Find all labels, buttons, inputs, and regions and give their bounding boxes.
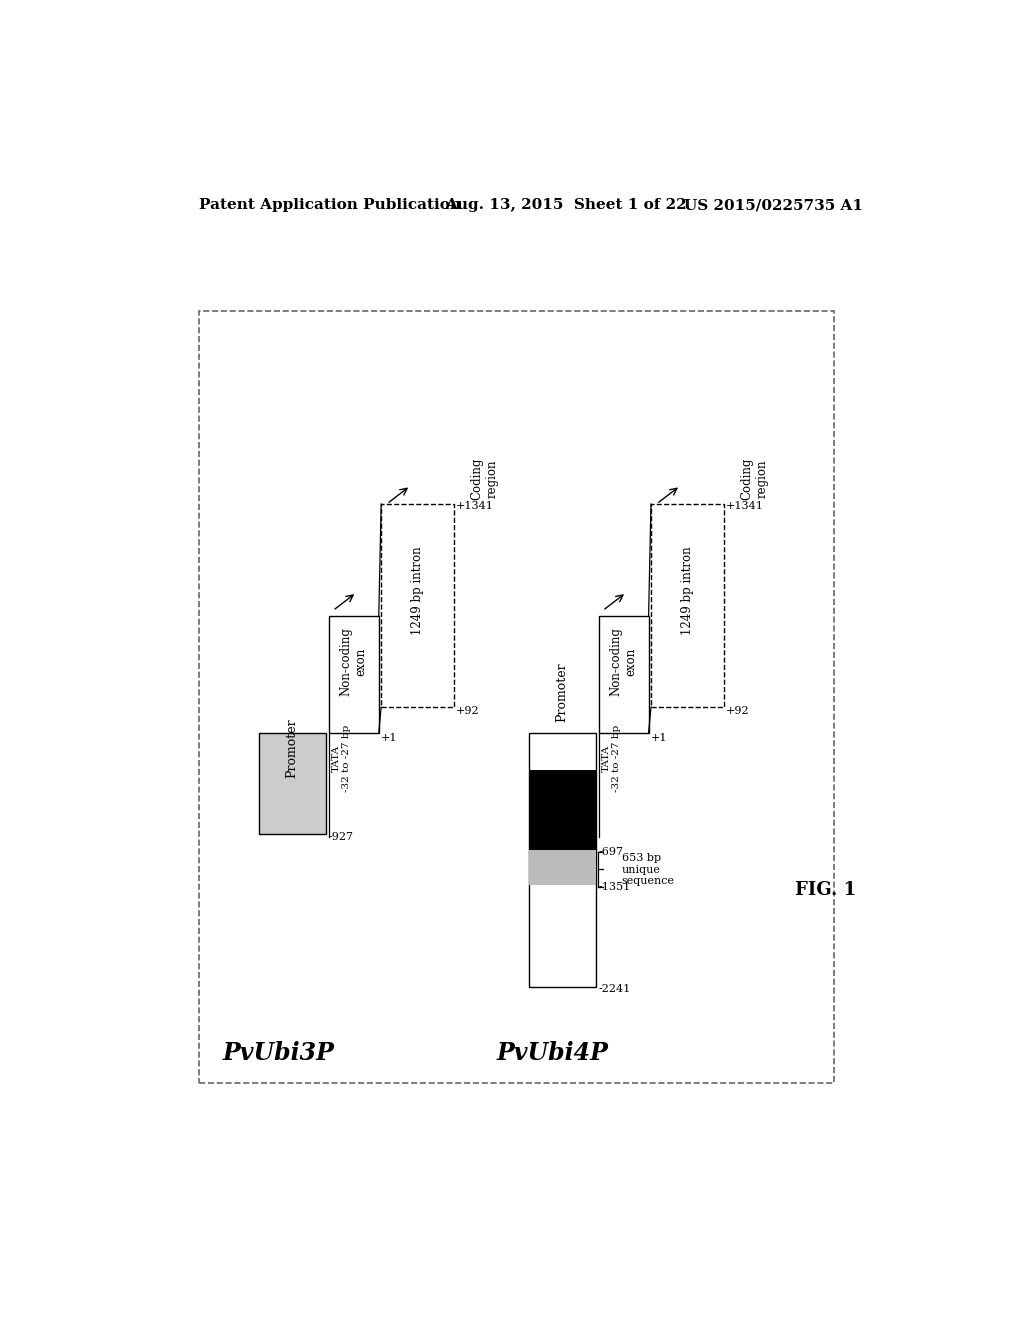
Text: +1: +1 xyxy=(651,733,668,743)
Text: FIG. 1: FIG. 1 xyxy=(795,882,856,899)
Text: +1: +1 xyxy=(381,733,397,743)
Text: US 2015/0225735 A1: US 2015/0225735 A1 xyxy=(684,198,862,213)
Text: TATA
-32 to -27 bp: TATA -32 to -27 bp xyxy=(602,725,622,792)
Text: Coding
region: Coding region xyxy=(740,457,769,500)
Text: +92: +92 xyxy=(456,706,479,717)
Bar xyxy=(528,733,596,987)
Text: PvUbi4P: PvUbi4P xyxy=(497,1041,608,1065)
Text: +1341: +1341 xyxy=(456,502,494,511)
Bar xyxy=(381,504,455,708)
Bar xyxy=(528,771,596,850)
Bar xyxy=(651,504,724,708)
Text: Coding
region: Coding region xyxy=(471,457,499,500)
Bar xyxy=(259,733,327,834)
Bar xyxy=(599,615,648,733)
Text: Patent Application Publication: Patent Application Publication xyxy=(200,198,462,213)
Text: -927: -927 xyxy=(329,833,353,842)
Text: 653 bp
unique
sequence: 653 bp unique sequence xyxy=(622,853,675,887)
Text: -2241: -2241 xyxy=(599,983,631,994)
Text: +1341: +1341 xyxy=(726,502,764,511)
Text: Promoter: Promoter xyxy=(556,663,568,722)
Bar xyxy=(200,312,835,1084)
Bar xyxy=(329,615,379,733)
Text: 1249 bp intron: 1249 bp intron xyxy=(681,546,694,635)
Text: Non-coding
exon: Non-coding exon xyxy=(609,627,637,696)
Bar xyxy=(528,850,596,886)
Text: +92: +92 xyxy=(726,706,750,717)
Text: Promoter: Promoter xyxy=(286,718,299,777)
Text: PvUbi3P: PvUbi3P xyxy=(223,1041,335,1065)
Text: -1351: -1351 xyxy=(599,882,631,892)
Text: Non-coding
exon: Non-coding exon xyxy=(339,627,368,696)
Text: Aug. 13, 2015  Sheet 1 of 22: Aug. 13, 2015 Sheet 1 of 22 xyxy=(445,198,687,213)
Text: -697: -697 xyxy=(599,846,624,857)
Text: 1249 bp intron: 1249 bp intron xyxy=(412,546,424,635)
Text: TATA
-32 to -27 bp: TATA -32 to -27 bp xyxy=(332,725,351,792)
